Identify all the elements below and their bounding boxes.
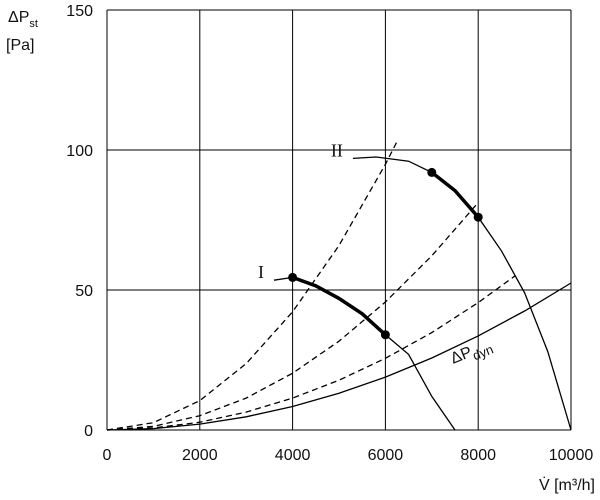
curve-label: II — [331, 140, 343, 160]
curve-label: ΔPdyn — [448, 336, 495, 371]
operating-point — [427, 167, 437, 177]
x-axis-label: V̇ [m³/h] — [539, 476, 595, 494]
x-tick-label: 0 — [103, 447, 112, 464]
x-tick-label: 6000 — [368, 447, 404, 464]
x-tick-label: 2000 — [182, 447, 218, 464]
y-label-sub: st — [29, 18, 38, 30]
operating-range — [292, 275, 387, 337]
y-tick-label: 100 — [66, 143, 93, 160]
series-line — [106, 141, 398, 431]
y-axis-label: ΔPst — [8, 9, 38, 30]
x-tick-label: 10000 — [549, 447, 594, 464]
y-axis-unit: [Pa] — [6, 37, 34, 54]
y-label-main: ΔP — [8, 9, 29, 26]
curve-label: I — [258, 262, 264, 282]
curve-label-main: ΔP — [448, 344, 474, 368]
series-line — [106, 202, 479, 431]
x-tick-label: 8000 — [460, 447, 496, 464]
series-line — [106, 282, 572, 431]
y-tick-label: 150 — [66, 3, 93, 20]
y-tick-label: 0 — [84, 423, 93, 440]
operating-point — [473, 212, 483, 222]
curve-label-sub: dyn — [470, 342, 495, 364]
y-tick-label: 50 — [75, 283, 93, 300]
operating-point — [380, 330, 390, 340]
operating-range — [430, 171, 480, 219]
series-line — [106, 275, 516, 431]
x-tick-label: 4000 — [275, 447, 311, 464]
operating-point — [288, 272, 298, 282]
